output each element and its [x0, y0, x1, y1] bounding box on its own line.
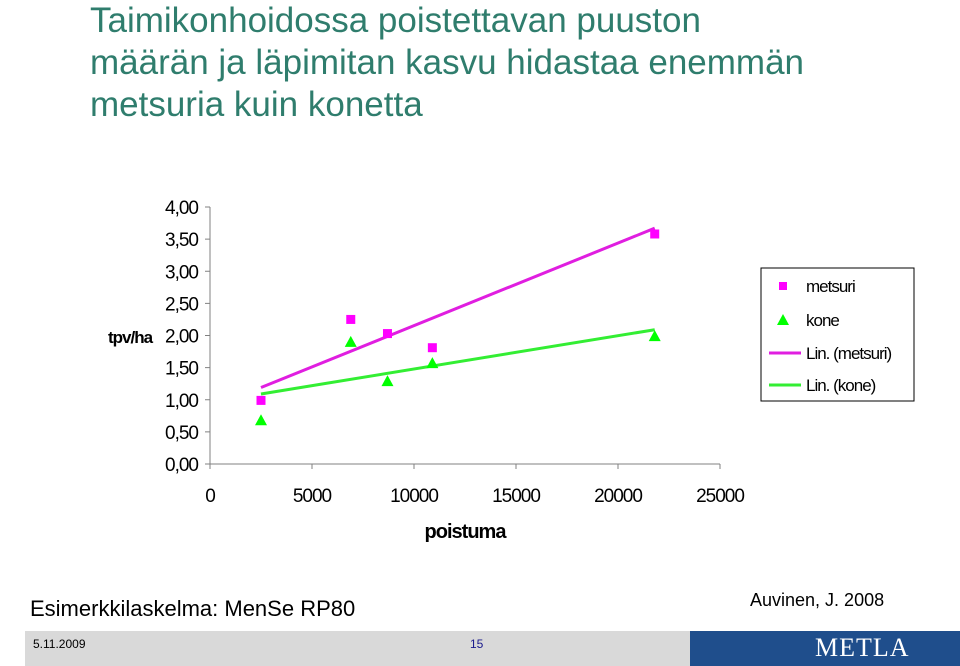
legend-lin-metsuri-label: Lin. (metsuri) [806, 344, 892, 363]
metsuri-point [650, 229, 660, 239]
y-tick-label: 2,00 [165, 327, 198, 348]
metsuri-point [346, 314, 356, 324]
kone-point [648, 330, 661, 342]
page-number: 15 [470, 637, 484, 651]
y-tick-label: 0,00 [165, 455, 198, 476]
metsuri-point [382, 329, 392, 339]
title-line-2: määrän ja läpimitan kasvu hidastaa enemm… [90, 43, 804, 82]
chart-points [255, 229, 661, 426]
footer-date: 5.11.2009 [33, 637, 86, 651]
chart-axes [209, 207, 720, 465]
y-tick-label: 3,50 [165, 230, 198, 251]
author-citation: Auvinen, J. 2008 [750, 590, 885, 610]
example-note: Esimerkkilaskelma: MenSe RP80 [30, 596, 356, 621]
metla-logo: METLA [815, 633, 910, 662]
metsuri-point [256, 395, 266, 405]
x-tick-label: 20000 [594, 486, 642, 507]
legend-kone-label: kone [806, 311, 839, 330]
metsuri-point [427, 343, 437, 353]
legend-metsuri-marker [779, 282, 787, 290]
y-tick-label: 4,00 [165, 198, 198, 219]
y-tick-label: 1,00 [165, 391, 198, 412]
legend-metsuri-label: metsuri [806, 277, 855, 296]
x-tick-label: 15000 [492, 486, 540, 507]
trendline-kone [260, 328, 655, 396]
scatter-chart: 0,00 0,50 1,00 1,50 2,00 2,50 3,00 3,50 4,00 0 500… [108, 198, 915, 543]
kone-point [344, 335, 357, 347]
y-tick-label: 0,50 [165, 423, 198, 444]
legend-lin-kone-label: Lin. (kone) [806, 376, 876, 395]
x-tick-label: 25000 [696, 486, 744, 507]
title-line-3: metsuria kuin konetta [90, 85, 423, 124]
title-line-1: Taimikonhoidossa poistettavan puuston [90, 1, 701, 40]
x-tick-label: 0 [205, 486, 215, 507]
slide-title: Taimikonhoidossa poistettavan puuston mä… [90, 0, 930, 126]
kone-point [255, 414, 267, 426]
legend-kone-marker [777, 314, 789, 325]
x-tick-label: 5000 [293, 486, 332, 507]
x-axis-label: poistuma [425, 521, 508, 543]
y-tick-label: 3,00 [165, 262, 198, 283]
chart-trendlines [260, 226, 656, 396]
trendline-metsuri [260, 226, 656, 389]
y-tick-label: 1,50 [165, 359, 198, 380]
y-axis-label: tpv/ha [108, 328, 154, 347]
kone-point [426, 357, 439, 369]
y-tick-label: 2,50 [165, 294, 198, 315]
chart-legend: metsuri kone Lin. (metsuri) Lin. (kone) [760, 267, 915, 402]
footer-bar-light [25, 631, 690, 666]
footer-bar: 5.11.2009 15 METLA [25, 631, 960, 666]
chart-ticks: 0,00 0,50 1,00 1,50 2,00 2,50 3,00 3,50 4,00 0 500… [165, 198, 745, 507]
x-tick-label: 10000 [390, 486, 438, 507]
kone-point [381, 375, 394, 387]
legend-box [760, 267, 915, 402]
